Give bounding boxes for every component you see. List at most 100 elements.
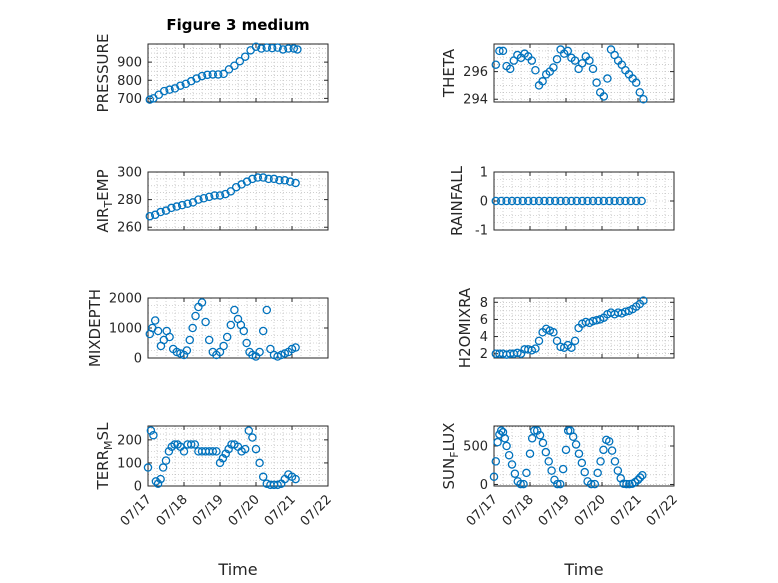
y-axis-label: THETA [440, 48, 458, 98]
subplot-rainfall: -1 0 1 RAINFALL [448, 165, 675, 239]
axes-box [493, 297, 675, 359]
y-tick-label: 4 [480, 330, 488, 345]
y-axis-label: PRESSURE [94, 34, 112, 113]
data-point [197, 71, 207, 81]
y-axis-label: RAINFALL [448, 165, 466, 236]
data-point [502, 196, 511, 206]
data-point [500, 434, 510, 443]
data-point [251, 444, 261, 454]
data-point [593, 468, 602, 478]
data-point [213, 70, 223, 79]
data-point [165, 332, 174, 342]
data-point [590, 479, 600, 489]
data-point [244, 426, 254, 435]
data-point [567, 343, 576, 352]
data-point [177, 200, 187, 210]
data-point [176, 81, 185, 90]
data-point [150, 316, 160, 325]
data-point [491, 60, 501, 69]
data-point [586, 479, 596, 489]
data-point [555, 479, 565, 489]
data-point [574, 449, 584, 458]
data-point [165, 85, 174, 94]
data-point [577, 458, 587, 468]
data-point [505, 64, 515, 74]
data-point [190, 440, 200, 449]
data-point [197, 298, 207, 307]
data-point [639, 296, 648, 305]
data-point [561, 196, 571, 206]
y-tick-label: 0 [480, 478, 488, 493]
axes-box [147, 43, 329, 103]
data-point [538, 438, 548, 448]
data-point [278, 45, 288, 54]
axes-box [147, 171, 329, 231]
y-axis-label: AIRTEMP [94, 169, 115, 232]
subplot-title: Figure 3 medium [166, 16, 309, 34]
data-point [149, 430, 158, 440]
y-tick-label: 260 [117, 221, 142, 236]
data-point [172, 202, 182, 211]
data-point [530, 426, 539, 435]
data-point [615, 196, 625, 206]
data-point [146, 426, 156, 435]
y-tick-label: 500 [463, 440, 488, 455]
data-point [255, 458, 264, 468]
data-point [226, 187, 236, 196]
data-point [592, 78, 601, 87]
data-point [621, 196, 630, 206]
data-point [498, 46, 508, 56]
y-tick-label: 1000 [109, 322, 142, 337]
data-point [289, 44, 299, 53]
data-point [258, 326, 268, 336]
y-tick-label: -1 [475, 224, 488, 239]
data-point [552, 54, 562, 64]
data-point [516, 479, 525, 489]
data-point [553, 479, 562, 489]
data-point [495, 46, 504, 56]
data-point [208, 70, 218, 79]
data-point [604, 196, 614, 206]
data-point [280, 176, 290, 185]
data-point [273, 480, 282, 490]
data-point [563, 46, 573, 56]
data-point [248, 433, 257, 442]
data-point [603, 74, 612, 83]
data-point [226, 320, 236, 330]
data-point [550, 475, 559, 485]
data-point [145, 211, 155, 221]
data-point [267, 43, 277, 53]
y-axis-label: H2OMIXRA [456, 287, 474, 368]
data-point [240, 52, 250, 61]
data-point [273, 43, 282, 52]
data-point [199, 193, 209, 203]
data-point [191, 311, 200, 321]
data-point [567, 196, 576, 206]
data-point [230, 61, 239, 71]
y-tick-label: 296 [463, 65, 488, 80]
data-point [151, 477, 161, 486]
data-point [235, 56, 245, 66]
data-point [186, 440, 196, 449]
data-point [513, 196, 522, 206]
data-point [577, 59, 587, 68]
data-point [625, 479, 634, 489]
data-point [188, 323, 197, 333]
data-point [622, 479, 631, 489]
axes-box [493, 425, 675, 487]
data-point [513, 348, 522, 358]
axes-box [493, 43, 675, 103]
data-point [577, 196, 587, 206]
data-point [262, 43, 272, 52]
data-point [572, 196, 582, 206]
data-point [159, 86, 169, 96]
data-point [496, 196, 506, 206]
data-point [502, 441, 511, 451]
data-point [239, 326, 249, 336]
y-tick-label: 900 [117, 56, 142, 71]
y-axis-label: MIXDEPTH [86, 289, 104, 367]
data-point [525, 449, 535, 458]
data-point [535, 430, 545, 440]
data-point [568, 432, 578, 442]
